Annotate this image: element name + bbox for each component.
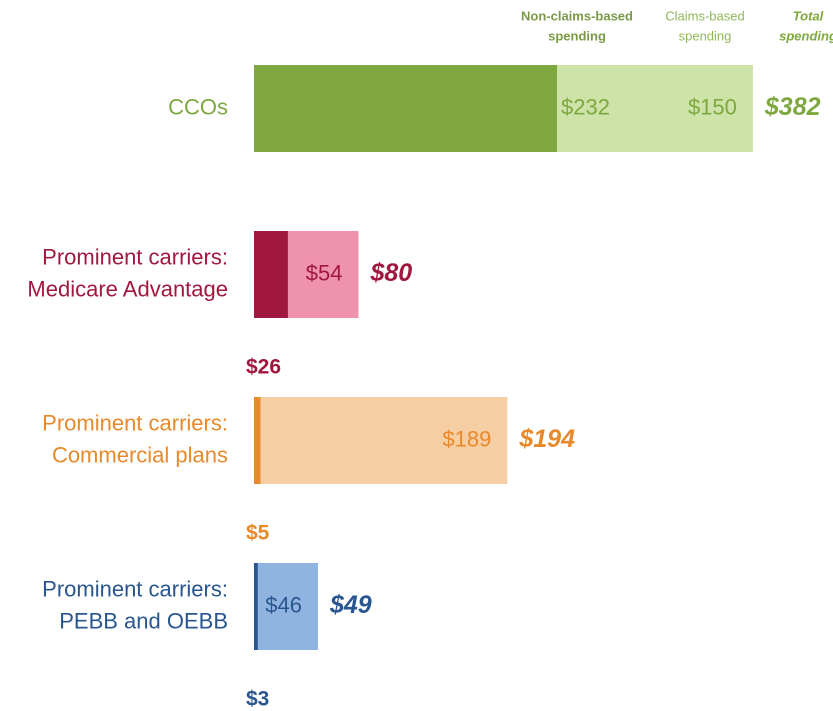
category-label: Medicare Advantage — [27, 276, 228, 301]
bar-segment — [254, 231, 288, 318]
bar-segment — [556, 65, 753, 152]
total-label: $382 — [764, 93, 821, 121]
bar-segment — [254, 65, 557, 152]
value-label: $189 — [442, 426, 491, 451]
category-label: CCOs — [168, 94, 228, 119]
legend-label: Total — [793, 8, 824, 23]
category-label: PEBB and OEBB — [59, 608, 228, 633]
category-label: Prominent carriers: — [42, 244, 228, 269]
legend-label: spending — [548, 28, 606, 43]
total-label: $194 — [518, 425, 575, 453]
category-label: Prominent carriers: — [42, 576, 228, 601]
bar-segment — [257, 563, 318, 650]
category-label: Commercial plans — [52, 442, 228, 467]
legend-label: spending — [679, 28, 732, 43]
legend-label: Claims-based — [665, 8, 744, 23]
bar-segment — [254, 397, 261, 484]
value-label: $232 — [561, 94, 610, 119]
value-label: $46 — [265, 592, 302, 617]
value-label: $5 — [246, 522, 270, 545]
legend-label: spending — [779, 28, 833, 43]
value-label: $150 — [688, 94, 737, 119]
legend-label: Non-claims-based — [521, 8, 633, 23]
category-label: Prominent carriers: — [42, 410, 228, 435]
bar-segment — [254, 563, 258, 650]
total-label: $49 — [329, 591, 372, 619]
value-label: $54 — [306, 260, 343, 285]
bar-segment — [287, 231, 359, 318]
total-label: $80 — [369, 259, 412, 287]
bar-segment — [260, 397, 508, 484]
value-label: $26 — [246, 356, 281, 379]
value-label: $3 — [246, 688, 269, 711]
